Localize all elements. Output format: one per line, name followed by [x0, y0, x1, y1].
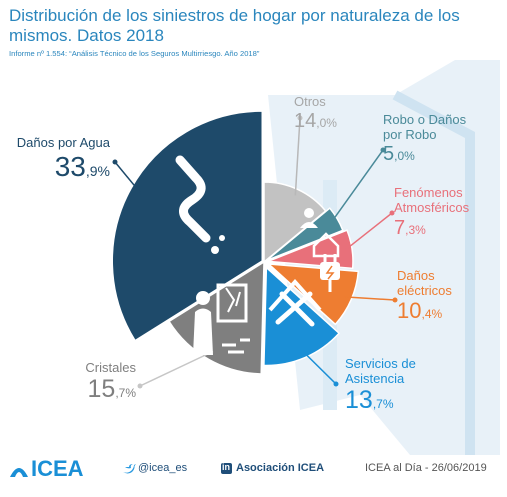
label-fenomenos-value: 7,3%	[394, 217, 426, 239]
chart-subtitle: Informe nº 1.554: “Análisis Técnico de l…	[9, 49, 260, 58]
leader-dot	[389, 210, 395, 216]
label-electricos-value: 10,4%	[397, 298, 443, 323]
label-robo-value: 5,0%	[383, 143, 415, 165]
leaking-pipe-icon	[175, 155, 211, 243]
label-fenomenos-name-2: Atmosféricos	[394, 200, 470, 215]
label-cristales-name: Cristales	[85, 360, 136, 375]
person-icon	[196, 291, 210, 305]
leader-line	[330, 149, 384, 223]
label-robo-name-1: Robo o Daños	[383, 112, 467, 127]
label-agua: Daños por Agua 33,9%	[6, 135, 110, 188]
tools-house-icon	[268, 278, 322, 312]
footer-date: ICEA al Día - 26/06/2019	[365, 462, 487, 474]
linkedin-icon: in	[221, 462, 232, 474]
footer-brand: ICEA	[31, 456, 84, 481]
plug-icon	[320, 262, 340, 280]
label-otros-name: Otros	[294, 94, 326, 109]
label-agua-value: 33,9%	[54, 151, 110, 182]
leader-line	[114, 161, 143, 195]
label-cristales-value: 15,7%	[87, 375, 137, 403]
leader-line	[139, 350, 214, 387]
label-electricos-name-1: Daños	[397, 268, 435, 283]
leader-line	[344, 296, 396, 301]
leader-dot	[392, 297, 398, 303]
leader-line	[344, 212, 393, 251]
leader-line	[294, 117, 301, 196]
label-cristales: Cristales 15,7%	[66, 360, 136, 407]
chart-title: Distribución de los siniestros de hogar …	[9, 6, 460, 45]
footer-linkedin[interactable]: Asociación ICEA	[236, 462, 325, 474]
label-electricos-name-2: eléctricos	[397, 283, 452, 298]
pie-slice-otros	[263, 181, 327, 264]
label-robo: Robo o Daños por Robo 5,0%	[383, 112, 466, 168]
label-otros-value: 14,0%	[294, 110, 337, 132]
label-robo-name-2: por Robo	[383, 127, 437, 142]
pie-slice-robo-o-daños-por-robo	[266, 207, 344, 262]
leader-dot	[380, 147, 386, 153]
pie-slice-daños-por-agua	[111, 110, 263, 342]
label-otros: Otros 14,0%	[294, 94, 337, 135]
label-electricos: Daños eléctricos 10,4%	[397, 268, 452, 327]
label-servicios-name-1: Servicios de	[345, 356, 416, 371]
leader-dot	[137, 383, 143, 389]
icea-logo-icon	[10, 468, 28, 477]
twitter-bird-icon	[123, 464, 136, 474]
label-fenomenos-name-1: Fenómenos	[394, 185, 463, 200]
label-servicios-value: 13,7%	[345, 386, 394, 414]
burglar-icon	[304, 208, 314, 218]
label-agua-name: Daños por Agua	[16, 135, 110, 150]
leader-dot	[112, 159, 118, 165]
label-servicios-name-2: Asistencia	[345, 371, 405, 386]
leader-dot	[297, 115, 303, 121]
storm-house-icon	[312, 232, 340, 258]
label-fenomenos: Fenómenos Atmosféricos 7,3%	[394, 185, 469, 243]
leader-line	[301, 349, 337, 385]
footer-twitter[interactable]: @icea_es	[138, 462, 188, 474]
label-servicios: Servicios de Asistencia 13,7%	[345, 356, 416, 418]
leader-dot	[333, 381, 339, 387]
broken-window-icon	[216, 283, 248, 323]
